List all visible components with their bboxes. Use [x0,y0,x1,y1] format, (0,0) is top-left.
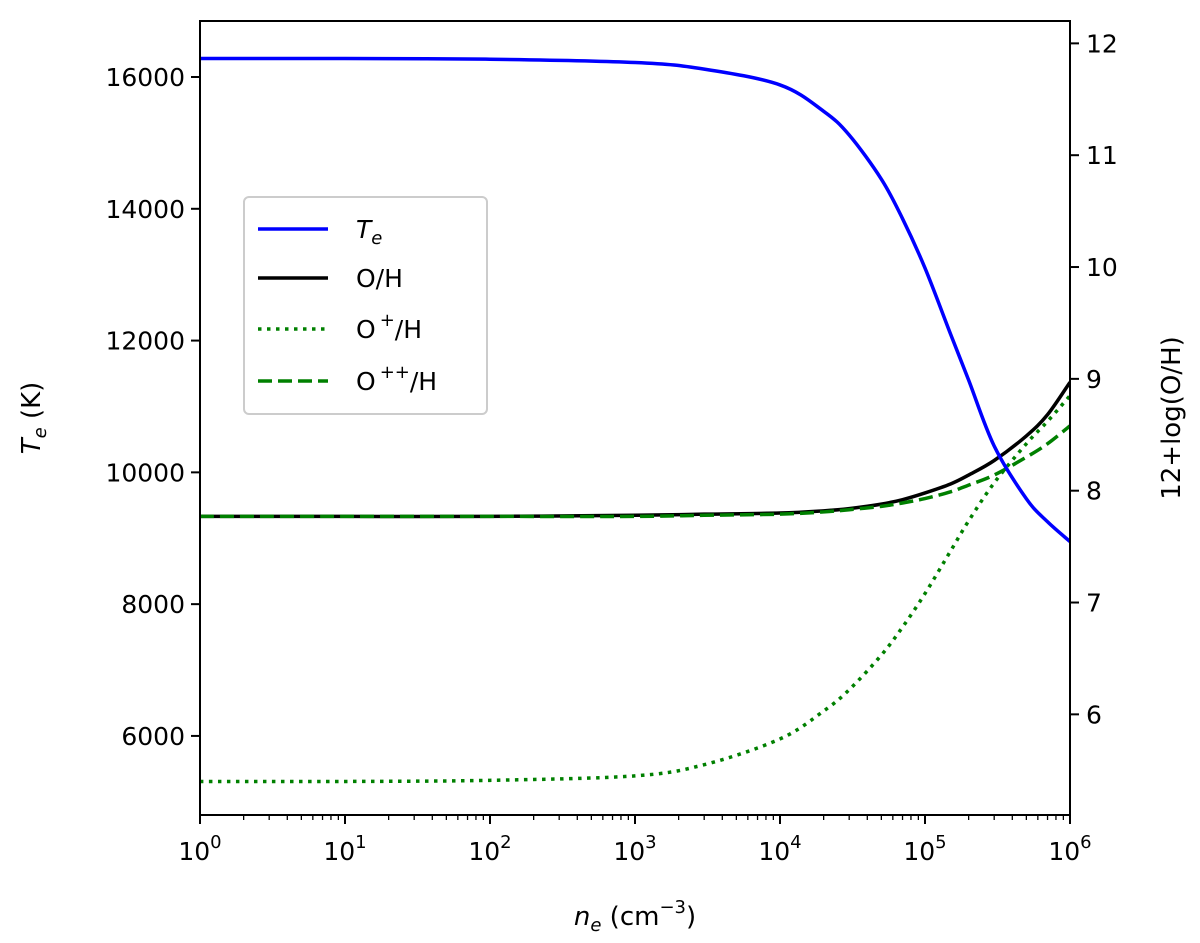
x-tick-label: 106 [1048,832,1091,866]
series-line-opp [200,424,1070,519]
y-left-axis-ticks: 6000 8000 10000 12000 14000 16000 [105,63,200,751]
x-axis-label: ne (cm−3) [574,897,696,936]
y-right-tick-label: 6 [1086,700,1102,729]
x-tick-label: 100 [178,832,221,866]
legend-label-op-post: /H [395,315,422,344]
y-right-axis-ticks: 6 7 8 9 10 11 12 [1070,29,1118,729]
series-line-op [200,394,1070,784]
y-left-tick-label: 6000 [121,722,185,751]
y-left-axis-label-unit: (K) [17,382,47,428]
legend-label-op-main: O [356,315,376,344]
y-left-axis-label-sub: e [30,427,51,438]
x-axis-label-unit-sup: −3 [659,897,686,918]
legend-label-op: O +/H [356,310,422,344]
x-axis-ticks: 100 101 102 103 104 105 106 [178,815,1092,866]
legend-label-oh: O/H [356,264,403,293]
y-right-tick-label: 11 [1086,141,1118,170]
series-layer [200,56,1070,784]
x-axis-label-unit-pre: (cm [601,902,659,932]
y-right-tick-label: 10 [1086,253,1118,282]
legend-frame [243,196,488,415]
x-tick-label: 102 [468,832,511,866]
x-tick-label: 105 [903,832,946,866]
x-axis-label-main: n [574,902,590,932]
y-right-tick-label: 9 [1086,365,1102,394]
y-right-tick-label: 12 [1086,29,1118,58]
legend-label-te: Te [356,215,382,249]
x-axis-label-unit-post: ) [686,902,696,932]
y-left-tick-label: 12000 [105,327,185,356]
y-right-axis-label: 12+log(O/H) [1157,336,1187,500]
y-right-tick-label: 7 [1086,589,1102,618]
y-left-tick-label: 8000 [121,590,185,619]
legend-label-opp-sup: ++ [380,362,410,383]
legend-label-opp-main: O [356,367,376,396]
x-tick-label: 104 [758,832,801,866]
y-left-axis-label: Te (K) [17,382,51,455]
legend-label-te-main: T [356,215,373,244]
legend-label-te-sub: e [371,228,382,249]
series-line-te [200,56,1070,543]
y-left-tick-label: 16000 [105,63,185,92]
y-left-axis-label-main: T [17,436,47,454]
legend-label-opp-post: /H [410,367,437,396]
x-tick-label: 101 [323,832,366,866]
legend: Te O/H O +/H O ++/H [243,196,488,415]
legend-label-opp: O ++/H [356,362,437,396]
y-left-tick-label: 14000 [105,195,185,224]
x-axis-label-sub: e [590,915,601,936]
y-left-tick-label: 10000 [105,458,185,487]
x-tick-label: 103 [613,832,656,866]
legend-label-op-sup: + [380,310,395,331]
y-right-tick-label: 8 [1086,477,1102,506]
